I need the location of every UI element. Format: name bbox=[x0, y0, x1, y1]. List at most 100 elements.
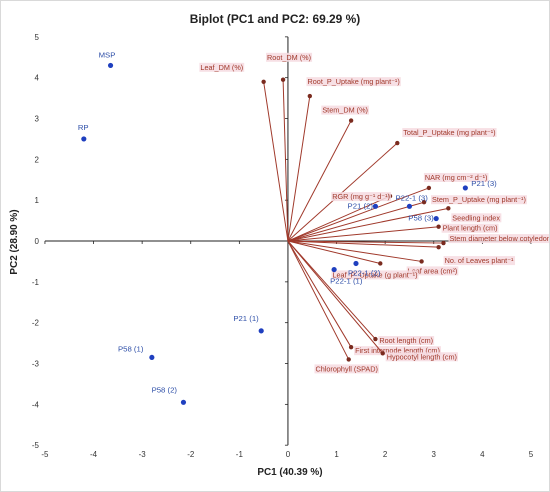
variable-label-background bbox=[448, 234, 549, 244]
variable-label-background bbox=[385, 352, 458, 362]
variable-point bbox=[441, 240, 446, 246]
variable-label: Leaf area (cm²) bbox=[408, 266, 458, 275]
variable-label: Root_DM (%) bbox=[267, 53, 311, 62]
variable-label-background bbox=[423, 172, 489, 182]
variable-vector bbox=[263, 81, 289, 242]
observation-label: P22-1 (1) bbox=[330, 277, 363, 286]
variable-label-background bbox=[354, 346, 441, 356]
y-axis-title: PC2 (28.90 %) bbox=[9, 209, 20, 274]
variable-label-background bbox=[314, 364, 379, 374]
variable-label: No. of Leaves plant⁻¹ bbox=[445, 256, 514, 265]
variable-label: Hypocotyl length (cm) bbox=[387, 352, 457, 361]
observation-point bbox=[81, 136, 87, 142]
observation-label: P21 (1) bbox=[233, 314, 259, 323]
observation-label: RP bbox=[78, 123, 89, 132]
y-tick-label: -3 bbox=[32, 360, 40, 369]
x-tick-label: -5 bbox=[41, 450, 49, 459]
y-tick-label: 0 bbox=[35, 237, 40, 246]
observation-points: MSP RP P21 (3) P21 (2) P22-1 (3) P58 (3) P22-1… bbox=[78, 50, 497, 405]
variable-label: Total_P_Uptake (mg plant⁻¹) bbox=[403, 128, 495, 137]
variable-label-background bbox=[331, 270, 419, 280]
variable-label-background bbox=[451, 213, 502, 223]
variable-point bbox=[346, 357, 351, 362]
x-tick-label: 4 bbox=[480, 450, 485, 459]
variable-label-background bbox=[331, 192, 391, 202]
y-tick-label: 4 bbox=[35, 74, 40, 83]
variable-label: NAR (mg cm⁻² d⁻¹) bbox=[425, 173, 488, 182]
chart-title: Biplot (PC1 and PC2: 69.29 %) bbox=[190, 12, 361, 26]
observation-point bbox=[433, 215, 439, 222]
observation-point bbox=[353, 260, 359, 267]
tick-labels: -5 -4 -3 -2 -1 0 1 2 3 4 5 5 4 3 2 1 0 -1 -2 -3 -4 -5 bbox=[32, 33, 534, 459]
variable-vector bbox=[287, 195, 391, 242]
variable-label: Leaf_DM (%) bbox=[200, 63, 243, 72]
variable-label-background bbox=[402, 128, 497, 138]
variable-label: Leaf_P_Uptake (g plant⁻¹) bbox=[332, 270, 417, 279]
observation-point bbox=[372, 203, 379, 209]
variable-point bbox=[348, 344, 354, 350]
variable-label: Chlorophyll (SPAD) bbox=[315, 364, 377, 373]
y-tick-label: 1 bbox=[35, 196, 40, 205]
observation-label: P21 (3) bbox=[471, 179, 497, 188]
y-tick-label: 3 bbox=[35, 115, 40, 124]
x-tick-label: -4 bbox=[90, 450, 98, 459]
y-tick-label: 2 bbox=[35, 155, 40, 164]
variable-label: Stem_DM (%) bbox=[322, 106, 368, 115]
variable-vector bbox=[287, 240, 350, 360]
observation-label: P22-1 (2) bbox=[348, 268, 381, 277]
variable-vector bbox=[287, 240, 444, 244]
variable-vector bbox=[287, 226, 439, 242]
x-tick-label: 3 bbox=[432, 450, 437, 459]
variable-point bbox=[446, 206, 451, 211]
variable-point bbox=[426, 185, 432, 191]
variable-vector bbox=[287, 187, 430, 242]
variable-label-background bbox=[199, 62, 245, 72]
variable-label: First internode length (cm) bbox=[355, 346, 440, 355]
y-tick-label: -4 bbox=[32, 400, 40, 409]
x-tick-label: 1 bbox=[334, 450, 339, 459]
x-axis-title: PC1 (40.39 %) bbox=[257, 467, 322, 478]
variable-vector bbox=[287, 240, 376, 340]
observation-point bbox=[107, 62, 114, 69]
observation-point bbox=[258, 328, 264, 334]
variable-label-background bbox=[321, 105, 369, 115]
variable-point bbox=[261, 79, 266, 84]
y-tick-label: -1 bbox=[32, 278, 40, 287]
x-tick-label: -3 bbox=[139, 450, 147, 459]
variable-point bbox=[436, 244, 441, 250]
variable-vector bbox=[282, 79, 289, 242]
y-tick-label: -5 bbox=[32, 441, 40, 450]
x-tick-label: -2 bbox=[187, 450, 195, 459]
variable-vector bbox=[287, 240, 422, 262]
variable-vectors: Root_DM (%) Leaf_DM (%) Root_P_Uptake (mg … bbox=[199, 52, 550, 374]
variable-label-background bbox=[306, 77, 401, 87]
variable-point bbox=[395, 140, 400, 146]
observation-point bbox=[462, 185, 468, 191]
observation-label: P58 (1) bbox=[118, 344, 144, 353]
variable-label: Stem diameter below cotyledons (cm) bbox=[449, 234, 550, 243]
variable-label: Root length (cm) bbox=[379, 336, 433, 345]
variable-vector bbox=[287, 240, 352, 348]
x-tick-label: 0 bbox=[286, 450, 291, 459]
variable-label: Root_P_Uptake (mg plant⁻¹) bbox=[307, 77, 399, 86]
variable-vector bbox=[287, 120, 352, 242]
variable-point bbox=[436, 224, 441, 229]
x-tick-label: 2 bbox=[383, 450, 388, 459]
variable-vector bbox=[287, 95, 311, 242]
variable-vector bbox=[287, 207, 449, 242]
variable-label: RGR (mg g⁻¹ d⁻¹) bbox=[332, 192, 390, 201]
variable-point bbox=[373, 336, 378, 342]
x-tick-label: 5 bbox=[529, 450, 534, 459]
variable-label-background bbox=[431, 195, 527, 205]
variable-label-background bbox=[266, 52, 313, 62]
variable-vector bbox=[287, 240, 384, 354]
variable-vector bbox=[287, 201, 425, 242]
x-tick-label: -1 bbox=[236, 450, 244, 459]
observation-label: MSP bbox=[99, 50, 116, 59]
variable-point bbox=[280, 77, 286, 82]
observation-label: P21 (2) bbox=[348, 201, 374, 210]
observation-label: P22-1 (3) bbox=[396, 193, 429, 202]
variable-label: Plant length (cm) bbox=[443, 224, 498, 233]
variable-point bbox=[380, 351, 385, 356]
